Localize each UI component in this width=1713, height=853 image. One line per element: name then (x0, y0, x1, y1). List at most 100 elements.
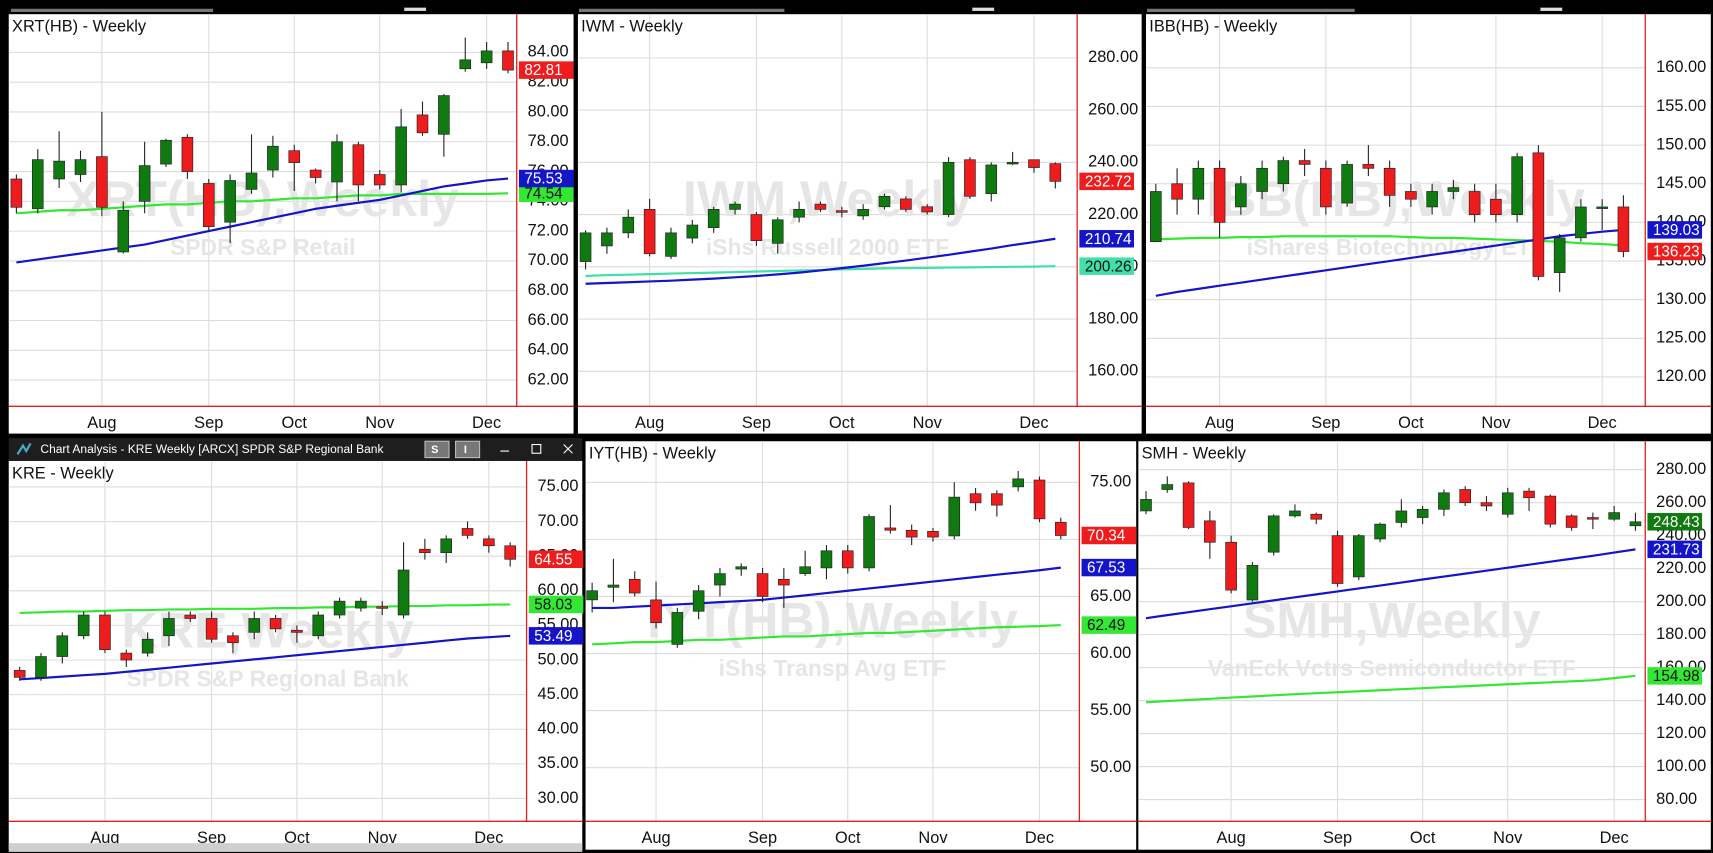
y-tick-label: 280.00 (1088, 48, 1138, 66)
watermark-subtitle: VanEck Vctrs Semiconductor ETF (1208, 655, 1576, 681)
x-tick-label: Aug (87, 414, 116, 432)
candle-body (1320, 167, 1332, 208)
candle-body (373, 174, 386, 186)
candle-body (1596, 206, 1608, 209)
y-tick-label: 72.00 (528, 221, 569, 239)
moving-average (585, 237, 1056, 285)
candle-body (1213, 167, 1226, 223)
moving-average (19, 634, 511, 681)
x-tick-label: Sep (742, 414, 771, 432)
candle-body (927, 531, 939, 538)
button-label: S (431, 444, 438, 456)
y-tick-label: 70.00 (537, 512, 578, 530)
candle-body (1629, 521, 1642, 527)
moving-average (16, 192, 509, 215)
price-tag (1081, 558, 1137, 577)
chart-title: KRE - Weekly (12, 464, 114, 482)
candle-body (1587, 517, 1599, 520)
candle-body (601, 232, 613, 247)
candle-body (985, 164, 998, 195)
candle-body (1416, 508, 1429, 518)
chart-panel: SMH,Weekly VanEck Vctrs Semiconductor ETF… (1138, 441, 1711, 850)
candle-body (1331, 535, 1344, 584)
candle-body (1182, 482, 1195, 528)
candle-body (1256, 167, 1268, 192)
candle-body (395, 126, 407, 186)
toolbar-strip (972, 7, 995, 11)
candle-body (1235, 183, 1247, 208)
candle-body (686, 224, 699, 239)
candle-body (1204, 520, 1216, 543)
price-tag-label: 74.54 (524, 185, 563, 202)
price-tag (1079, 172, 1134, 191)
candle-body (35, 656, 47, 678)
x-tick-label: Aug (1217, 829, 1246, 847)
candle-body (1310, 513, 1323, 520)
price-tag (1647, 242, 1703, 261)
candle-body (1140, 499, 1152, 512)
candle-body (1171, 183, 1183, 200)
candle-body (331, 141, 343, 183)
candle-body (74, 159, 87, 175)
chart-panel: IWM,Weekly iShs Russell 2000 ETF 280.00 260… (577, 14, 1142, 434)
candle-body (878, 195, 891, 208)
x-tick-label: Aug (90, 829, 119, 847)
toolbar-strip (1540, 7, 1563, 11)
candle-body (376, 606, 389, 609)
moving-average (16, 177, 509, 264)
price-tag-label: 231.73 (1653, 541, 1700, 558)
x-tick-label: Dec (1019, 414, 1048, 432)
candle-body (138, 165, 151, 202)
y-tick-label: 220.00 (1088, 205, 1138, 223)
y-tick-label: 120.00 (1656, 367, 1706, 385)
candle-body (841, 550, 854, 569)
candle-body (245, 172, 258, 190)
y-tick-label: 30.00 (537, 789, 578, 807)
candle-body (312, 614, 325, 637)
price-tag-label: 82.81 (524, 62, 562, 79)
price-tag-label: 64.55 (534, 551, 572, 568)
y-tick-label: 68.00 (528, 281, 569, 299)
candle-body (202, 183, 215, 227)
watermark-subtitle: iShares Biotechnology ETF (1247, 234, 1545, 260)
chart-title: IWM - Weekly (581, 18, 683, 36)
candle-body (948, 496, 961, 537)
y-tick-label: 40.00 (537, 720, 578, 738)
y-tick-label: 55.00 (1090, 701, 1131, 719)
candle-body (1049, 163, 1062, 182)
watermark: XRT(HB),Weekly (66, 171, 459, 227)
x-tick-label: Nov (1493, 829, 1523, 847)
maximize-button[interactable] (531, 443, 542, 454)
candle-body (333, 600, 346, 616)
toolbar-button[interactable] (455, 440, 481, 459)
y-tick-label: 35.00 (537, 754, 578, 772)
price-tag-label: 67.53 (1087, 560, 1125, 577)
y-tick-label: 62.00 (528, 370, 569, 388)
candle-body (1028, 159, 1040, 168)
moving-average (592, 566, 1061, 610)
x-tick-label: Dec (472, 414, 501, 432)
candle-body (502, 50, 514, 71)
x-tick-label: Oct (1410, 829, 1436, 847)
candle-body (77, 614, 90, 637)
y-tick-label: 78.00 (528, 132, 569, 150)
y-tick-label: 160.00 (1656, 58, 1706, 76)
toolbar-strip (579, 8, 785, 13)
moving-average (19, 603, 511, 615)
y-tick-label: 120.00 (1656, 724, 1706, 742)
candle-body (419, 548, 431, 554)
x-tick-label: Nov (365, 414, 395, 432)
x-tick-label: Dec (474, 829, 503, 847)
price-tag (518, 61, 574, 79)
candle-body (483, 538, 495, 547)
candle-body (1575, 206, 1587, 239)
candle-body (96, 156, 108, 208)
candle-body (820, 550, 833, 569)
y-tick-label: 64.00 (528, 341, 569, 359)
close-button[interactable] (563, 444, 573, 454)
x-tick-label: Aug (1205, 414, 1234, 432)
candle-body (707, 209, 720, 228)
toolbar-button[interactable] (424, 440, 450, 459)
price-tag-label: 136.23 (1653, 244, 1700, 261)
